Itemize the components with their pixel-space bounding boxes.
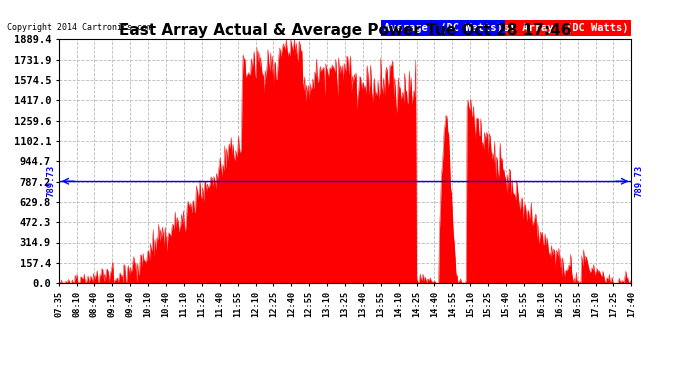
Text: 789.73: 789.73 xyxy=(634,165,643,197)
Text: Copyright 2014 Cartronics.com: Copyright 2014 Cartronics.com xyxy=(7,23,152,32)
Text: Average  (DC Watts): Average (DC Watts) xyxy=(384,23,502,33)
Text: 789.73: 789.73 xyxy=(47,165,56,197)
Text: East Array  (DC Watts): East Array (DC Watts) xyxy=(491,23,629,33)
Title: East Array Actual & Average Power Tue Oct 28 17:46: East Array Actual & Average Power Tue Oc… xyxy=(119,23,571,38)
